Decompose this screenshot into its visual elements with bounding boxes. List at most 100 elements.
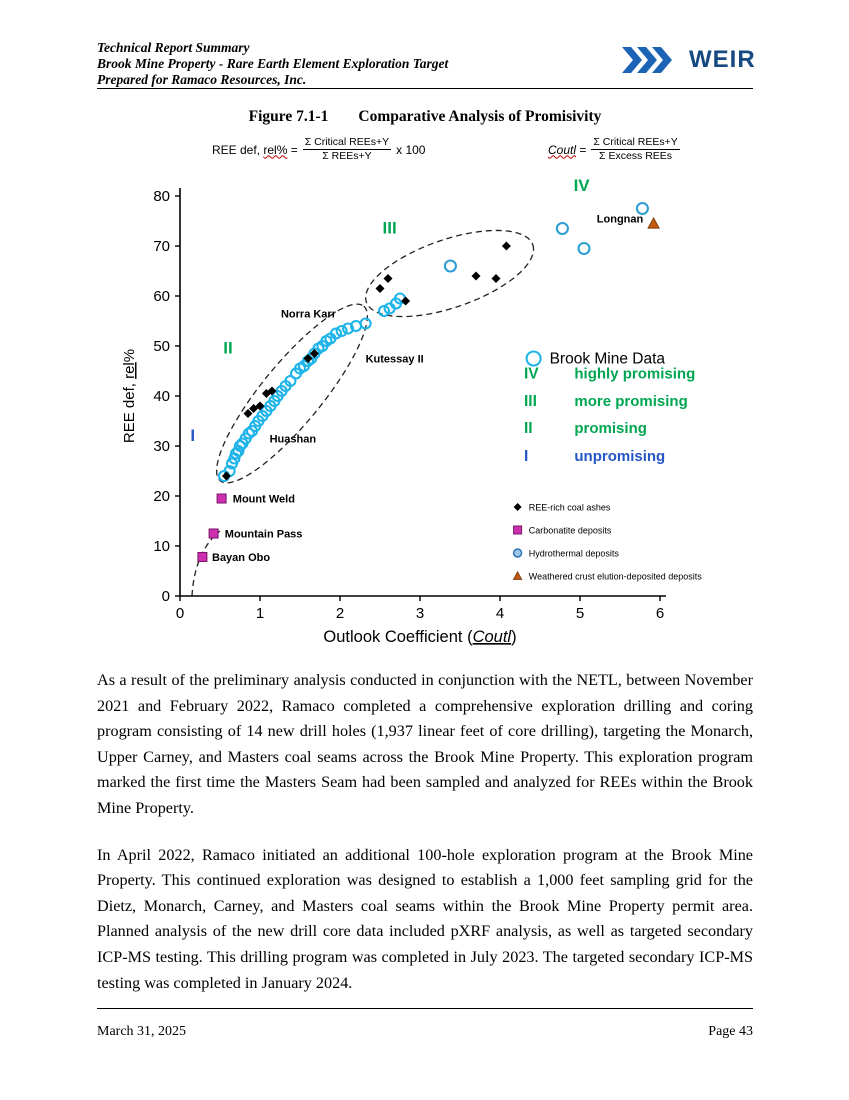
formula-fraction: Σ Critical REEs+Y Σ REEs+Y <box>302 136 392 162</box>
header-rule <box>97 88 753 89</box>
zone-legend-text: more promising <box>574 393 687 410</box>
zone-legend-text: promising <box>574 420 647 437</box>
data-point <box>375 284 385 293</box>
data-point <box>197 552 208 562</box>
data-point <box>243 409 253 418</box>
legend-brook-label: Brook Mine Data <box>550 351 666 368</box>
data-point <box>383 274 393 283</box>
data-point <box>267 386 277 396</box>
footer-page-number: Page 43 <box>708 1024 753 1039</box>
zone-boundary <box>365 229 535 318</box>
formula-lhs: REE def, rel% = <box>212 142 298 157</box>
paragraph-exploration-program: In April 2022, Ramaco initiated an addit… <box>97 845 753 992</box>
x-tick-label: 5 <box>576 605 584 622</box>
x-tick-label: 4 <box>496 605 504 622</box>
header-line-3: Prepared for Ramaco Resources, Inc. <box>97 72 307 87</box>
y-tick-label: 40 <box>153 388 170 405</box>
legend-brook-marker <box>525 350 542 367</box>
marker-legend-label: Carbonatite deposits <box>529 526 612 536</box>
data-point <box>491 274 501 283</box>
data-point <box>501 241 511 251</box>
paragraph-drilling-program: As a result of the preliminary analysis … <box>97 671 753 817</box>
data-point <box>577 241 591 256</box>
report-footer: March 31, 2025 Page 43 <box>97 1024 753 1040</box>
zone-label: I <box>190 426 195 445</box>
marker-legend-label: REE-rich coal ashes <box>529 503 611 513</box>
zone-boundary <box>215 303 369 484</box>
y-tick-label: 30 <box>153 438 170 455</box>
weir-logo-text: WEIR <box>689 46 756 73</box>
data-point <box>309 349 319 358</box>
data-point <box>401 296 411 306</box>
data-point <box>255 401 265 411</box>
report-header: Technical Report Summary Brook Mine Prop… <box>97 40 597 88</box>
marker-legend-symbol <box>512 548 523 558</box>
header-line-2: Brook Mine Property - Rare Earth Element… <box>97 56 449 71</box>
y-tick-label: 50 <box>153 338 170 355</box>
zone-label: IV <box>574 176 591 195</box>
figure-caption: Figure 7.1-1 Comparative Analysis of Prom… <box>97 108 753 126</box>
formula-coutl: Coutl = Σ Critical REEs+Y Σ Excess REEs <box>548 136 685 163</box>
deposit-annotation: Kutessay II <box>366 354 424 366</box>
marker-legend-symbol <box>512 570 523 580</box>
zone-label: II <box>223 339 232 358</box>
data-point <box>635 201 649 216</box>
zone-label: III <box>383 219 397 238</box>
x-axis-title: Outlook Coefficient (Coutl) <box>323 628 516 646</box>
marker-legend-symbol <box>513 503 522 511</box>
footer-date: March 31, 2025 <box>97 1024 187 1039</box>
y-tick-label: 80 <box>153 188 170 205</box>
weir-logo: WEIR <box>622 46 756 74</box>
x-tick-label: 1 <box>256 605 264 622</box>
formula-ree-def: REE def, rel% = Σ Critical REEs+Y Σ REEs… <box>212 136 425 163</box>
y-tick-label: 0 <box>162 588 170 605</box>
figure-caption-label: Figure 7.1-1 <box>248 108 329 125</box>
zone-legend-roman: III <box>524 393 537 410</box>
weir-chevrons-icon <box>622 47 684 73</box>
formula-lhs: Coutl = <box>548 142 587 157</box>
data-point <box>242 427 255 440</box>
promisivity-figure: REE def, rel% = Σ Critical REEs+Y Σ REEs… <box>120 136 730 650</box>
zone-legend-text: highly promising <box>574 366 695 383</box>
data-point <box>233 439 247 453</box>
data-point <box>216 493 227 504</box>
deposit-annotation: Huashan <box>270 434 317 446</box>
deposit-annotation: Mountain Pass <box>225 529 303 541</box>
data-point <box>303 354 313 363</box>
x-tick-label: 6 <box>656 605 664 622</box>
data-point <box>284 374 297 388</box>
marker-legend-symbol <box>513 525 523 535</box>
chart-formulas: REE def, rel% = Σ Critical REEs+Y Σ REEs… <box>120 136 730 170</box>
data-point <box>471 271 481 281</box>
data-point <box>647 216 660 229</box>
data-point <box>377 304 391 318</box>
deposit-annotation: Bayan Obo <box>212 552 270 564</box>
promisivity-scatter-chart: 0 10 20 30 40 50 60 70 80 0 1 2 3 4 5 6 REE def, rel% Out… <box>121 176 702 646</box>
data-point <box>359 317 372 330</box>
y-axis-title: REE def, rel% <box>121 349 138 443</box>
data-point <box>221 471 231 481</box>
header-line-1: Technical Report Summary <box>97 40 250 55</box>
figure-caption-title: Comparative Analysis of Promisivity <box>358 108 602 125</box>
data-point <box>208 528 219 539</box>
marker-legend-label: Weathered crust elution-deposited deposi… <box>529 572 702 582</box>
deposit-annotation: Mount Weld <box>233 494 295 506</box>
x-tick-label: 0 <box>176 605 184 622</box>
x-tick-label: 2 <box>336 605 344 622</box>
y-tick-label: 60 <box>153 288 170 305</box>
data-point <box>341 322 355 335</box>
formula-suffix: x 100 <box>396 142 426 157</box>
data-point <box>443 259 457 273</box>
y-tick-label: 20 <box>153 488 170 505</box>
data-point <box>335 324 348 338</box>
y-tick-label: 70 <box>153 238 170 255</box>
zone-legend-roman: IV <box>524 366 539 383</box>
zone-legend-text: unpromising <box>574 448 665 465</box>
x-tick-label: 3 <box>416 605 424 622</box>
data-point <box>329 327 343 340</box>
marker-legend-label: Hydrothermal deposits <box>529 549 620 559</box>
deposit-annotation: Norra Karr <box>281 309 337 321</box>
deposit-annotation: Longnan <box>597 214 644 226</box>
data-point <box>555 221 569 236</box>
